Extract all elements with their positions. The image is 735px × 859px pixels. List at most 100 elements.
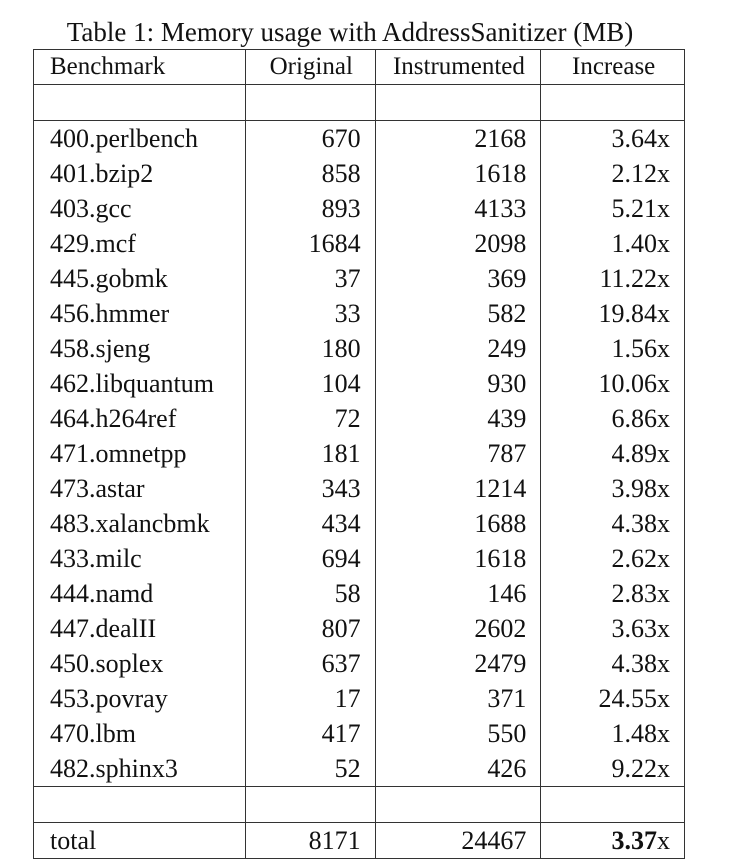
table-row: 433.milc 694 1618 2.62x	[33, 541, 685, 576]
instrumented-cell: 2098	[374, 226, 542, 261]
table-row: 473.astar 343 1214 3.98x	[33, 471, 685, 506]
table-row: 482.sphinx3 52 426 9.22x	[33, 751, 685, 787]
table-row: 458.sjeng 180 249 1.56x	[33, 331, 685, 366]
benchmark-cell: 482.sphinx3	[33, 751, 246, 787]
benchmark-cell: 462.libquantum	[33, 366, 246, 401]
original-cell: 637	[244, 646, 376, 681]
original-cell: 417	[244, 716, 376, 751]
increase-cell: 1.40x	[540, 226, 685, 261]
table-row: 471.omnetpp 181 787 4.89x	[33, 436, 685, 471]
table-row: 450.soplex 637 2479 4.38x	[33, 646, 685, 681]
total-increase-suffix: x	[657, 826, 670, 855]
header-gap	[33, 84, 685, 121]
table-row: 462.libquantum 104 930 10.06x	[33, 366, 685, 401]
benchmark-cell: 444.namd	[33, 576, 246, 611]
increase-cell: 2.62x	[540, 541, 685, 576]
increase-cell: 3.64x	[540, 120, 685, 156]
original-cell: 72	[244, 401, 376, 436]
increase-cell: 24.55x	[540, 681, 685, 716]
benchmark-cell: 453.povray	[33, 681, 246, 716]
header-row: Benchmark Original Instrumented Increase	[33, 49, 685, 85]
header-original: Original	[244, 49, 376, 85]
increase-cell: 2.83x	[540, 576, 685, 611]
increase-cell: 2.12x	[540, 156, 685, 191]
increase-cell: 11.22x	[540, 261, 685, 296]
original-cell: 670	[244, 120, 376, 156]
total-gap	[33, 786, 685, 823]
benchmark-cell: 458.sjeng	[33, 331, 246, 366]
benchmark-cell: 464.h264ref	[33, 401, 246, 436]
benchmark-cell: 450.soplex	[33, 646, 246, 681]
instrumented-cell: 1618	[374, 156, 542, 191]
benchmark-cell: 433.milc	[33, 541, 246, 576]
total-label: total	[33, 822, 246, 859]
increase-cell: 1.48x	[540, 716, 685, 751]
table-body: 400.perlbench 670 2168 3.64x 401.bzip2 858 161…	[33, 120, 685, 787]
increase-cell: 3.98x	[540, 471, 685, 506]
increase-cell: 6.86x	[540, 401, 685, 436]
benchmark-cell: 483.xalancbmk	[33, 506, 246, 541]
header-instrumented: Instrumented	[374, 49, 542, 85]
benchmark-cell: 445.gobmk	[33, 261, 246, 296]
original-cell: 180	[244, 331, 376, 366]
instrumented-cell: 371	[374, 681, 542, 716]
table-row: 464.h264ref 72 439 6.86x	[33, 401, 685, 436]
increase-cell: 19.84x	[540, 296, 685, 331]
increase-cell: 10.06x	[540, 366, 685, 401]
memory-usage-table: Benchmark Original Instrumented Increase…	[33, 49, 685, 859]
table-row: 483.xalancbmk 434 1688 4.38x	[33, 506, 685, 541]
table-row: 400.perlbench 670 2168 3.64x	[33, 120, 685, 156]
table-row: 456.hmmer 33 582 19.84x	[33, 296, 685, 331]
instrumented-cell: 787	[374, 436, 542, 471]
table-row: 444.namd 58 146 2.83x	[33, 576, 685, 611]
header-benchmark: Benchmark	[33, 49, 246, 85]
original-cell: 37	[244, 261, 376, 296]
total-increase-value: 3.37	[611, 826, 658, 855]
original-cell: 17	[244, 681, 376, 716]
increase-cell: 1.56x	[540, 331, 685, 366]
increase-cell: 4.38x	[540, 646, 685, 681]
instrumented-cell: 146	[374, 576, 542, 611]
increase-cell: 5.21x	[540, 191, 685, 226]
original-cell: 58	[244, 576, 376, 611]
benchmark-cell: 400.perlbench	[33, 120, 246, 156]
instrumented-cell: 4133	[374, 191, 542, 226]
instrumented-cell: 439	[374, 401, 542, 436]
table-row: 429.mcf 1684 2098 1.40x	[33, 226, 685, 261]
table-row: 453.povray 17 371 24.55x	[33, 681, 685, 716]
instrumented-cell: 1214	[374, 471, 542, 506]
original-cell: 694	[244, 541, 376, 576]
benchmark-cell: 473.astar	[33, 471, 246, 506]
table-row: 447.dealII 807 2602 3.63x	[33, 611, 685, 646]
table-row: 470.lbm 417 550 1.48x	[33, 716, 685, 751]
increase-cell: 4.89x	[540, 436, 685, 471]
total-row: total 8171 24467 3.37x	[33, 822, 685, 859]
instrumented-cell: 1618	[374, 541, 542, 576]
instrumented-cell: 369	[374, 261, 542, 296]
table-row: 403.gcc 893 4133 5.21x	[33, 191, 685, 226]
increase-cell: 4.38x	[540, 506, 685, 541]
instrumented-cell: 2479	[374, 646, 542, 681]
table-row: 445.gobmk 37 369 11.22x	[33, 261, 685, 296]
original-cell: 893	[244, 191, 376, 226]
benchmark-cell: 456.hmmer	[33, 296, 246, 331]
benchmark-cell: 470.lbm	[33, 716, 246, 751]
original-cell: 1684	[244, 226, 376, 261]
table-row: 401.bzip2 858 1618 2.12x	[33, 156, 685, 191]
original-cell: 181	[244, 436, 376, 471]
total-original: 8171	[244, 822, 376, 859]
original-cell: 104	[244, 366, 376, 401]
original-cell: 858	[244, 156, 376, 191]
instrumented-cell: 1688	[374, 506, 542, 541]
header-increase: Increase	[540, 49, 685, 85]
benchmark-cell: 403.gcc	[33, 191, 246, 226]
increase-cell: 3.63x	[540, 611, 685, 646]
instrumented-cell: 249	[374, 331, 542, 366]
original-cell: 807	[244, 611, 376, 646]
instrumented-cell: 426	[374, 751, 542, 787]
benchmark-cell: 401.bzip2	[33, 156, 246, 191]
instrumented-cell: 582	[374, 296, 542, 331]
benchmark-cell: 471.omnetpp	[33, 436, 246, 471]
total-instrumented: 24467	[374, 822, 542, 859]
instrumented-cell: 2168	[374, 120, 542, 156]
